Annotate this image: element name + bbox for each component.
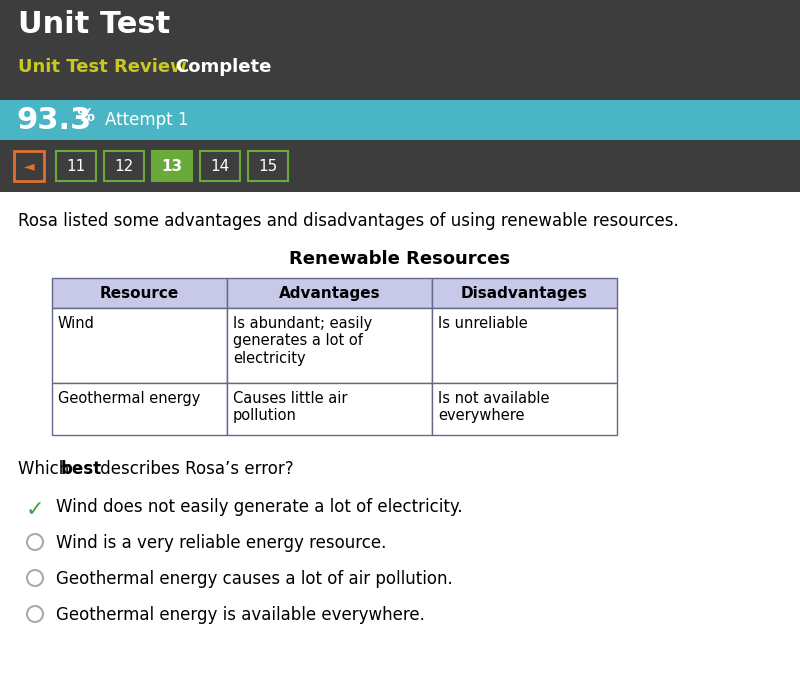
- Bar: [56, 151, 96, 181]
- Text: Geothermal energy causes a lot of air pollution.: Geothermal energy causes a lot of air po…: [56, 570, 453, 588]
- Text: Wind: Wind: [58, 316, 95, 331]
- Text: Disadvantages: Disadvantages: [461, 285, 588, 301]
- Text: Is not available
everywhere: Is not available everywhere: [438, 391, 550, 423]
- Text: Which: Which: [18, 460, 74, 478]
- Text: 93.3: 93.3: [16, 105, 91, 135]
- Bar: [432, 308, 617, 383]
- Text: Wind is a very reliable energy resource.: Wind is a very reliable energy resource.: [56, 534, 386, 552]
- Bar: [52, 278, 227, 308]
- Text: Geothermal energy: Geothermal energy: [58, 391, 200, 406]
- Text: Wind does not easily generate a lot of electricity.: Wind does not easily generate a lot of e…: [56, 498, 462, 516]
- Bar: [0, 0, 800, 100]
- Bar: [0, 192, 800, 694]
- Bar: [104, 151, 144, 181]
- Bar: [227, 383, 432, 435]
- Bar: [227, 308, 432, 383]
- Bar: [52, 383, 227, 435]
- Text: Complete: Complete: [175, 58, 271, 76]
- Text: 11: 11: [66, 158, 86, 174]
- Text: Causes little air
pollution: Causes little air pollution: [233, 391, 347, 423]
- Text: Renewable Resources: Renewable Resources: [290, 250, 510, 268]
- Bar: [227, 278, 432, 308]
- Text: ✓: ✓: [26, 500, 44, 520]
- Text: Rosa listed some advantages and disadvantages of using renewable resources.: Rosa listed some advantages and disadvan…: [18, 212, 678, 230]
- Bar: [14, 151, 44, 181]
- Bar: [200, 151, 240, 181]
- Text: Is unreliable: Is unreliable: [438, 316, 528, 331]
- Bar: [0, 140, 800, 192]
- Text: 14: 14: [210, 158, 230, 174]
- Text: 13: 13: [162, 158, 182, 174]
- Bar: [432, 383, 617, 435]
- Text: Advantages: Advantages: [278, 285, 380, 301]
- Text: describes Rosa’s error?: describes Rosa’s error?: [95, 460, 294, 478]
- Text: Unit Test: Unit Test: [18, 10, 170, 39]
- Bar: [248, 151, 288, 181]
- Text: %: %: [76, 107, 94, 125]
- Text: best: best: [61, 460, 102, 478]
- Text: ◄: ◄: [24, 159, 34, 173]
- Text: Attempt 1: Attempt 1: [105, 111, 189, 129]
- Text: Geothermal energy is available everywhere.: Geothermal energy is available everywher…: [56, 606, 425, 624]
- Text: Resource: Resource: [100, 285, 179, 301]
- Text: Is abundant; easily
generates a lot of
electricity: Is abundant; easily generates a lot of e…: [233, 316, 372, 366]
- Text: 15: 15: [258, 158, 278, 174]
- Text: 12: 12: [114, 158, 134, 174]
- Bar: [52, 308, 227, 383]
- Bar: [0, 100, 800, 140]
- Bar: [152, 151, 192, 181]
- Text: Unit Test Review: Unit Test Review: [18, 58, 186, 76]
- Bar: [432, 278, 617, 308]
